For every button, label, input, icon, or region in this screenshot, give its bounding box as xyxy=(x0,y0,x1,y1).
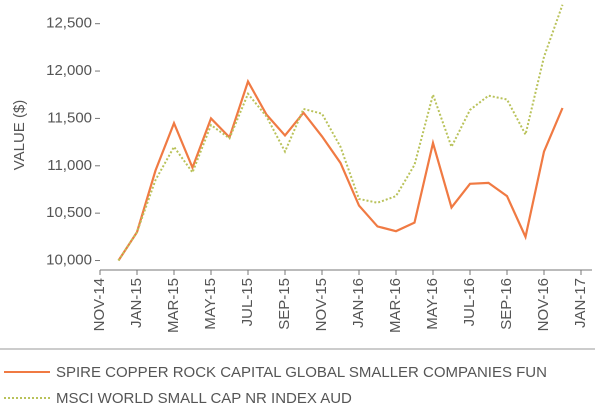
x-tick-label: NOV-16 xyxy=(535,278,552,331)
y-tick-label: 12,500 xyxy=(46,15,92,32)
y-tick-label: 11,500 xyxy=(47,109,92,126)
x-tick-label: JAN-17 xyxy=(572,278,589,328)
x-tick-label: SEP-16 xyxy=(498,278,515,330)
legend-label: MSCI WORLD SMALL CAP NR INDEX AUD xyxy=(56,390,352,407)
x-tick-label: NOV-15 xyxy=(313,278,330,331)
x-tick-label: JUL-16 xyxy=(461,278,478,326)
x-tick-label: SEP-15 xyxy=(276,278,293,330)
x-tick-label: JUL-15 xyxy=(239,278,256,326)
y-tick-label: 10,500 xyxy=(46,204,92,221)
legend-label: SPIRE COPPER ROCK CAPITAL GLOBAL SMALLER… xyxy=(56,364,547,381)
x-tick-label: MAR-15 xyxy=(165,278,182,333)
series-line xyxy=(117,78,564,262)
y-tick-label: 12,000 xyxy=(46,62,92,79)
x-tick-label: JAN-16 xyxy=(350,278,367,328)
plot-area xyxy=(117,4,564,262)
series-line xyxy=(117,4,564,262)
y-tick-label: 11,000 xyxy=(47,157,92,174)
x-tick-label: MAY-15 xyxy=(202,278,219,330)
x-tick-label: MAR-16 xyxy=(387,278,404,333)
y-axis-label: VALUE ($) xyxy=(11,100,28,171)
x-tick-label: JAN-15 xyxy=(128,278,145,328)
y-tick-label: 10,000 xyxy=(46,251,92,268)
x-tick-label: NOV-14 xyxy=(91,278,108,331)
x-tick-label: MAY-16 xyxy=(424,278,441,330)
